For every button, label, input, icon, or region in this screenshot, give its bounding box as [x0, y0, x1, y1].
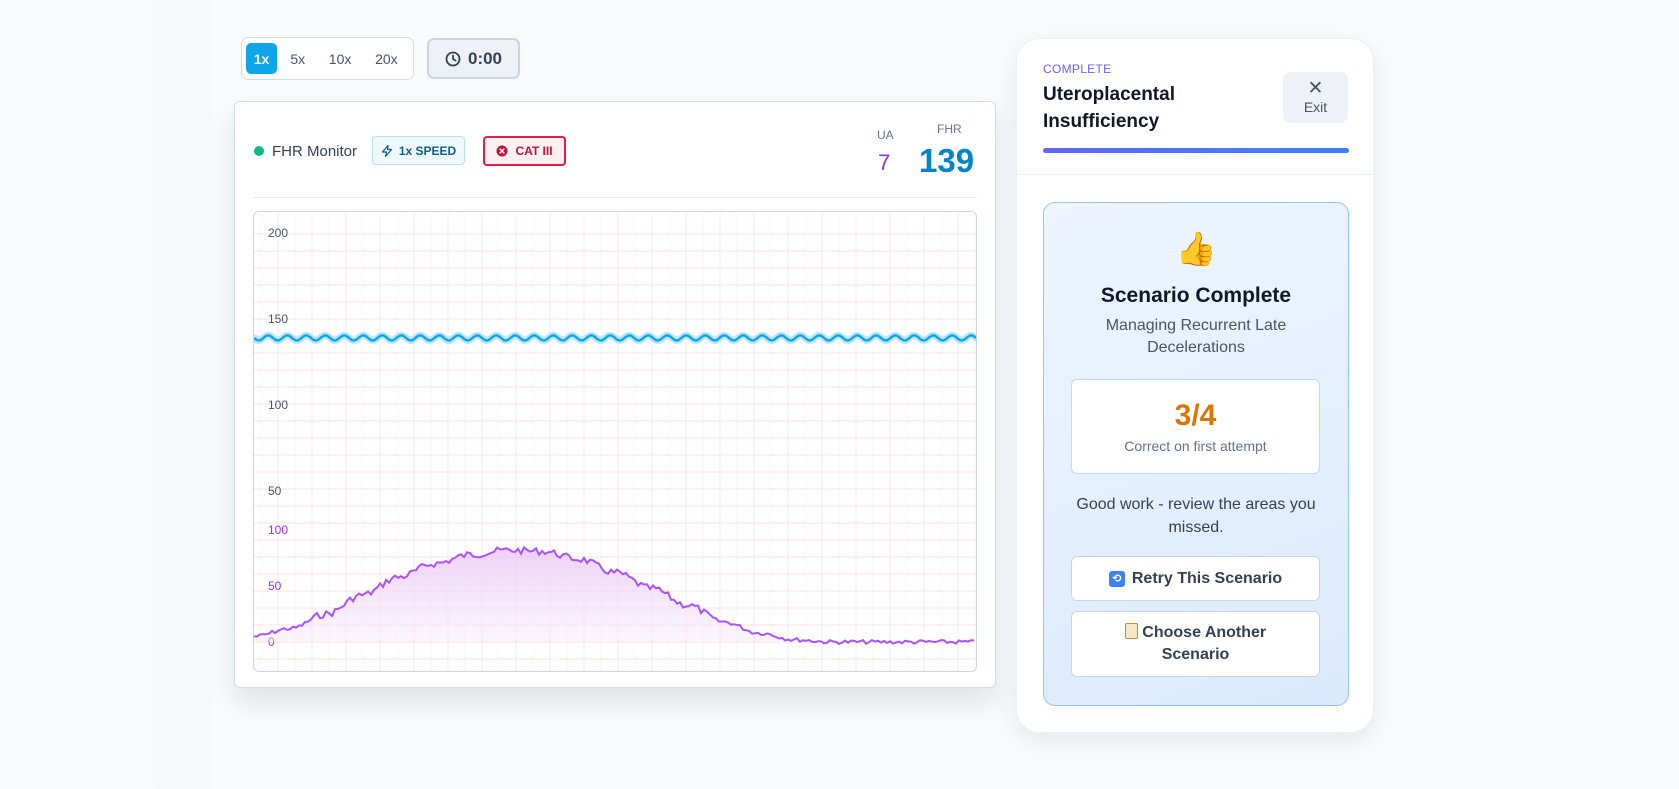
- ua-area: [254, 547, 976, 644]
- scenario-title: Uteroplacental Insufficiency: [1043, 84, 1175, 132]
- lightning-icon: [381, 144, 392, 157]
- timer-value: 0:00: [467, 48, 503, 68]
- result-message: Good work - review the areas you missed.: [1076, 496, 1316, 536]
- choose-another-wrap: Choose Another Scenario: [1111, 622, 1281, 666]
- clock-icon: [445, 51, 461, 66]
- fhr-tick-label: 200: [268, 226, 288, 240]
- clipboard-icon: [1124, 623, 1138, 639]
- background-shade: [0, 0, 212, 789]
- fhr-monitor-card: FHR Monitor 1x SPEED CAT III UA 7 FHR 13…: [234, 101, 996, 688]
- x-circle-icon: [496, 145, 508, 157]
- speed-selector: 1x 5x 10x 20x: [241, 37, 414, 80]
- speed-1x-button[interactable]: 1x: [246, 43, 277, 74]
- result-subtitle: Managing Recurrent Late Decelerations: [1105, 317, 1287, 356]
- monitor-title: FHR Monitor: [272, 143, 358, 160]
- status-dot: [254, 146, 264, 156]
- thumbs-up-icon: 👍: [1175, 230, 1217, 267]
- result-title: Scenario Complete: [1100, 284, 1292, 307]
- choose-another-button[interactable]: Choose Another Scenario: [1071, 611, 1320, 677]
- score-value: 3/4: [1174, 399, 1217, 432]
- ua-tick-label: 100: [268, 523, 288, 537]
- choose-another-label: Choose Another Scenario: [1142, 624, 1267, 663]
- speed-badge: 1x SPEED: [372, 136, 465, 165]
- score-label: Correct on first attempt: [1124, 438, 1267, 454]
- scenario-status: COMPLETE: [1043, 62, 1112, 76]
- progress-fill: [1043, 148, 1349, 153]
- ua-value: 7: [878, 150, 891, 175]
- speed-10x-button[interactable]: 10x: [328, 50, 352, 67]
- exit-label: Exit: [1303, 99, 1328, 115]
- ua-label: UA: [877, 128, 894, 142]
- retry-icon: ⟲: [1108, 570, 1125, 587]
- scenario-panel: COMPLETE Uteroplacental Insufficiency ✕ …: [1016, 38, 1375, 733]
- retry-label: Retry This Scenario: [1131, 569, 1283, 587]
- timer: 0:00: [427, 38, 520, 79]
- exit-button[interactable]: ✕ Exit: [1283, 72, 1348, 123]
- scenario-progress: [1043, 148, 1349, 153]
- speed-5x-button[interactable]: 5x: [290, 50, 306, 67]
- ua-tick-label: 50: [268, 579, 282, 593]
- score-box: 3/4 Correct on first attempt: [1071, 379, 1320, 474]
- close-icon: ✕: [1307, 78, 1324, 99]
- result-card: 👍 Scenario Complete Managing Recurrent L…: [1043, 202, 1349, 706]
- fhr-value: 139: [919, 142, 975, 179]
- fhr-trace: [254, 334, 976, 342]
- fhr-label: FHR: [937, 122, 962, 136]
- strip-chart-svg: 20015010050100500: [254, 212, 976, 671]
- fhr-tick-label: 150: [268, 312, 288, 326]
- divider: [1017, 174, 1375, 175]
- ua-trace: [254, 545, 975, 646]
- category-badge: CAT III: [483, 136, 566, 166]
- category-label: CAT III: [515, 144, 553, 158]
- speed-20x-button[interactable]: 20x: [375, 50, 398, 67]
- retry-button[interactable]: ⟲ Retry This Scenario: [1071, 556, 1320, 601]
- fhr-tick-label: 50: [268, 484, 282, 498]
- fhr-tick-label: 100: [268, 398, 288, 412]
- fhr-strip-chart: 20015010050100500: [253, 211, 977, 672]
- speed-badge-label: 1x SPEED: [398, 143, 457, 158]
- monitor-header: [253, 118, 977, 198]
